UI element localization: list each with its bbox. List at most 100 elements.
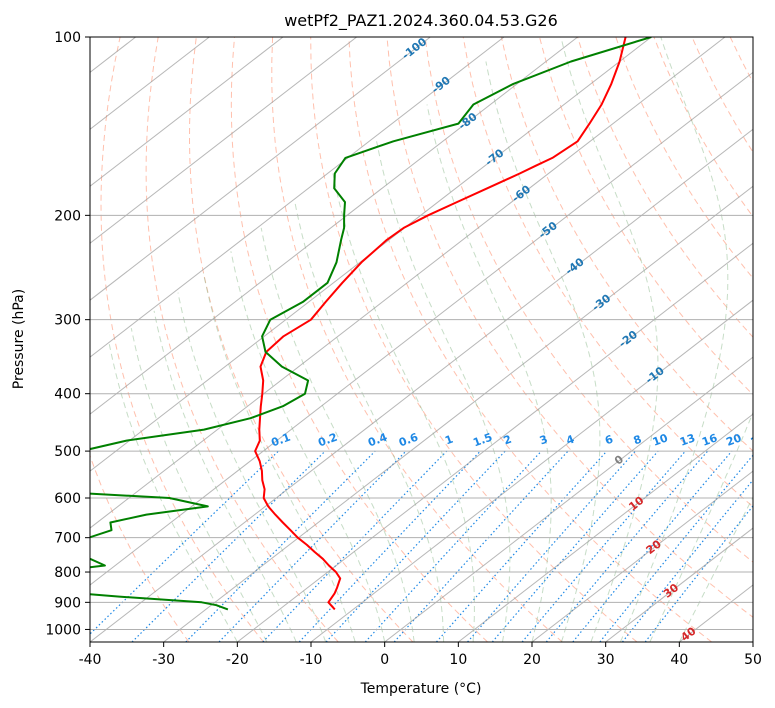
mixing-ratio-label: 2: [502, 433, 514, 448]
mixing-ratio-line: [325, 450, 506, 642]
mixing-ratio-line: [393, 450, 569, 642]
moist-adiabat: [560, 37, 659, 642]
mixing-ratio-label: 25: [749, 431, 768, 448]
moist-adiabat: [130, 328, 268, 642]
dry-adiabat: [577, 37, 753, 338]
mixing-ratio-label: 3: [538, 433, 550, 448]
mixing-ratio-line: [218, 450, 407, 642]
dry-adiabat: [271, 37, 563, 642]
mixing-ratio-label: 8: [632, 433, 644, 448]
x-tick-label: 10: [449, 652, 467, 668]
x-tick-label: 40: [670, 652, 688, 668]
y-tick-label: 1000: [45, 622, 81, 638]
isotherm: [90, 37, 652, 472]
plot-area: -100-90-80-70-60-50-40-30-20-10010203040…: [90, 37, 768, 644]
mixing-ratio-lines: [90, 450, 753, 642]
y-tick-label: 200: [54, 208, 81, 224]
mixing-ratio-label: 16: [700, 431, 719, 449]
mixing-ratio-line: [599, 454, 753, 642]
dry-adiabat: [145, 37, 339, 642]
y-tick-label: 800: [54, 565, 81, 581]
isotherm: [90, 71, 753, 586]
x-axis-label: Temperature (°C): [360, 681, 482, 697]
mixing-ratio-line: [298, 450, 481, 642]
mixing-ratio-label: 0.1: [270, 431, 293, 450]
mixing-ratio-line: [545, 450, 709, 642]
moist-adiabat: [294, 202, 445, 642]
mixing-ratio-line: [131, 450, 326, 642]
y-tick-label: 700: [54, 531, 81, 547]
dry-adiabat: [230, 37, 488, 642]
mixing-ratio-line: [262, 450, 448, 642]
dry-adiabat: [539, 37, 753, 396]
moist-adiabat: [649, 411, 753, 642]
y-tick-label: 600: [54, 491, 81, 507]
x-tick-label: 20: [523, 652, 541, 668]
moist-adiabat: [485, 61, 601, 642]
dewpoint-profile-line: [90, 37, 652, 611]
dry-adiabat: [386, 37, 753, 618]
x-tick-label: 0: [380, 652, 389, 668]
mixing-ratio-line: [435, 450, 608, 642]
plot-frame: [89, 36, 754, 643]
isotherm: [531, 470, 753, 642]
isotherm: [90, 37, 357, 244]
isotherm-label: 40: [678, 624, 698, 644]
isotherm: [384, 356, 753, 642]
y-tick-label: 400: [54, 387, 81, 403]
mixing-ratio-label: 13: [678, 431, 697, 448]
isotherm: [163, 185, 753, 642]
isotherm: [605, 527, 753, 642]
temperature-profile-line: [254, 37, 627, 611]
moist-adiabat: [202, 272, 356, 642]
x-tick-label: 30: [597, 652, 615, 668]
mixing-ratio-label: 4: [564, 433, 576, 448]
mixing-ratio-label: 1: [443, 433, 455, 448]
x-tick-label: -40: [79, 652, 102, 668]
mixing-ratio-label: 0.6: [397, 430, 420, 449]
isotherm: [458, 413, 753, 642]
dry-adiabat: [100, 37, 264, 642]
isotherm: [310, 299, 753, 642]
isotherms: [90, 37, 753, 642]
y-tick-label: 100: [54, 30, 81, 46]
y-tick-label: 300: [54, 313, 81, 329]
mixing-ratio-line: [185, 450, 376, 642]
dry-adiabat: [310, 37, 638, 642]
mixing-ratio-label: 6: [603, 433, 615, 448]
dry-adiabat: [348, 37, 713, 642]
mixing-ratio-label: 20: [724, 431, 743, 449]
mixing-ratio-line: [572, 450, 733, 642]
isotherm: [90, 37, 578, 415]
y-tick-label: 500: [54, 444, 81, 460]
x-tick-label: -30: [152, 652, 175, 668]
x-tick-label: 50: [744, 652, 762, 668]
isotherm: [90, 37, 726, 529]
moist-adiabat: [332, 173, 475, 642]
mixing-ratio-line: [621, 479, 753, 642]
moist-adiabat: [153, 310, 297, 642]
y-tick-label: 900: [54, 595, 81, 611]
isotherm: [90, 128, 753, 642]
mixing-ratio-label: 10: [651, 431, 670, 449]
chart-title: wetPf2_PAZ1.2024.360.04.53.G26: [284, 11, 558, 31]
x-tick-label: -20: [226, 652, 249, 668]
profile-series: [90, 37, 652, 611]
moist-adiabat: [619, 37, 729, 642]
isotherm: [90, 37, 284, 187]
y-axis-label: Pressure (hPa): [11, 289, 27, 389]
moist-adiabat: [426, 104, 552, 642]
mixing-ratio-label: 0.2: [316, 431, 339, 450]
mixing-ratio-line: [467, 450, 636, 642]
y-axis-ticks: 100 200 300 400 500 600 700 800 900 1000: [45, 30, 90, 638]
x-tick-label: -10: [300, 652, 323, 668]
isotherm: [90, 37, 431, 301]
x-axis-ticks: -40 -30 -20 -10 0 10 20 30 40 50: [79, 642, 762, 668]
mixing-ratio-label: 0.4: [366, 430, 389, 449]
dry-adiabat: [424, 37, 753, 563]
mixing-ratio-label: 1.5: [471, 431, 494, 450]
moist-adiabat: [108, 344, 238, 642]
mixing-ratio-line: [364, 450, 542, 642]
